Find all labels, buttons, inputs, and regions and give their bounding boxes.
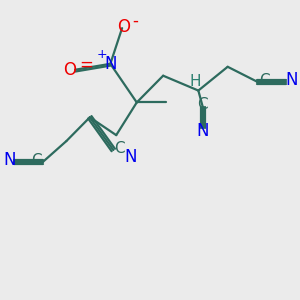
Text: O: O bbox=[117, 18, 130, 36]
Text: N: N bbox=[124, 148, 137, 166]
Text: C: C bbox=[31, 153, 42, 168]
Text: C: C bbox=[259, 73, 270, 88]
Text: N: N bbox=[285, 71, 298, 89]
Text: N: N bbox=[104, 55, 117, 73]
Text: H: H bbox=[189, 74, 201, 88]
Text: C: C bbox=[114, 141, 124, 156]
Text: N: N bbox=[196, 122, 209, 140]
Text: +: + bbox=[97, 48, 107, 61]
Text: N: N bbox=[3, 152, 15, 169]
Text: =: = bbox=[80, 56, 93, 74]
Text: -: - bbox=[132, 12, 138, 30]
Text: C: C bbox=[197, 97, 208, 112]
Text: O: O bbox=[63, 61, 76, 79]
